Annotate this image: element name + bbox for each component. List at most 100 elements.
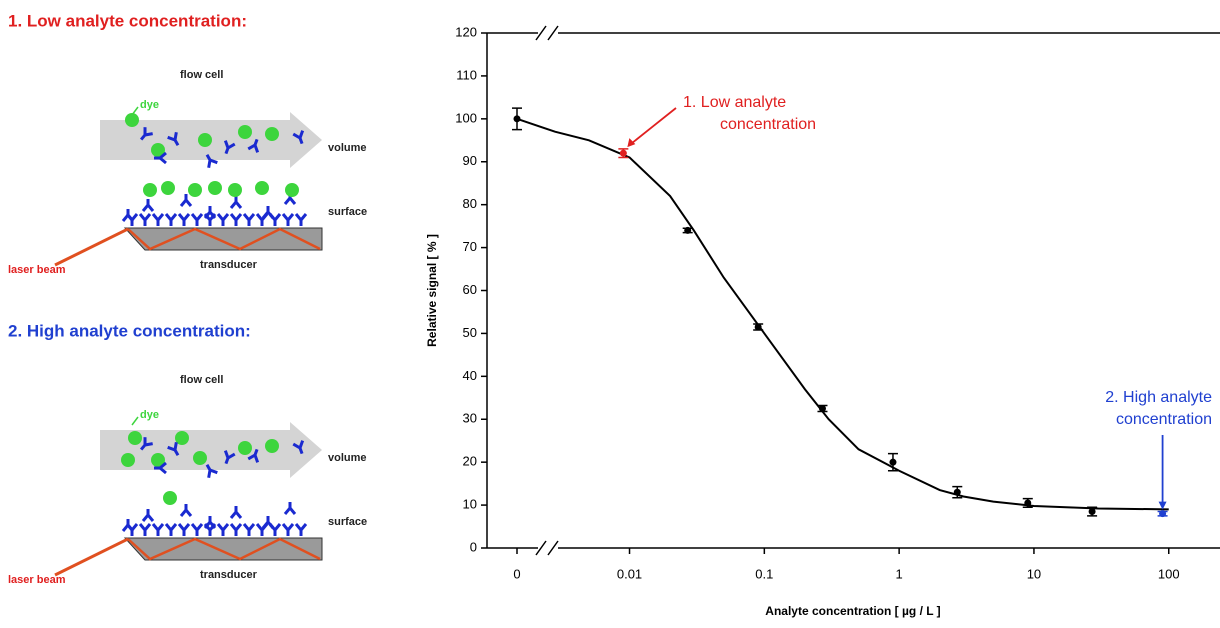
antibody: [229, 523, 243, 536]
antibody-shape: [139, 127, 153, 141]
dye: [265, 439, 279, 453]
antibody: [203, 206, 217, 219]
fit-curve: [516, 117, 1169, 511]
antibody-shape: [154, 461, 167, 475]
antibody: [216, 523, 230, 536]
dye: [161, 181, 175, 195]
antibody-shape: [205, 154, 218, 168]
dye: [151, 453, 165, 467]
y-tick-label: 10: [463, 497, 477, 512]
antibody: [294, 213, 308, 226]
antibody: [242, 213, 256, 226]
antibody-shape: [179, 504, 193, 517]
antibody-shape: [247, 448, 260, 463]
antibody: [242, 523, 256, 536]
antibody: [283, 502, 297, 515]
x-tick-label: 100: [1158, 566, 1180, 581]
x-tick-label: 10: [1027, 566, 1041, 581]
antibody: [294, 523, 308, 536]
data-point: [953, 488, 961, 496]
laser-line: [54, 227, 129, 267]
antibody: [229, 213, 243, 226]
antibody: [141, 509, 155, 522]
antibody-shape: [294, 213, 308, 226]
antibody-shape: [216, 213, 230, 226]
flow-cell-label: flow cell: [180, 374, 223, 386]
antibody-shape: [247, 138, 260, 153]
y-tick-label: 90: [463, 153, 477, 168]
antibody: [164, 523, 178, 536]
y-tick-label: 60: [463, 282, 477, 297]
y-tick-label: 30: [463, 411, 477, 426]
annotation: concentration: [1116, 411, 1212, 428]
antibody: [138, 523, 152, 536]
y-tick-label: 20: [463, 454, 477, 469]
antibody-shape: [261, 516, 275, 529]
beam-zigzag: [127, 227, 321, 251]
antibody-shape: [281, 213, 295, 226]
dye: [198, 133, 212, 147]
antibody-shape: [229, 523, 243, 536]
panel-heading: 2. High analyte concentration:: [8, 321, 251, 340]
y-tick-label: 70: [463, 239, 477, 254]
antibody-shape: [223, 140, 236, 155]
laser-label: laser beam: [8, 264, 66, 276]
antibody-shape: [294, 523, 308, 536]
antibody-shape: [138, 523, 152, 536]
antibody: [138, 213, 152, 226]
dye: [121, 453, 135, 467]
y-axis-title: Relative signal [ % ]: [425, 234, 439, 347]
dye: [285, 183, 299, 197]
antibody: [281, 213, 295, 226]
antibody-shape: [229, 213, 243, 226]
antibody: [177, 213, 191, 226]
antibody-shape: [223, 450, 236, 465]
y-tick-label: 120: [455, 24, 477, 39]
antibody: [216, 213, 230, 226]
antibody-shape: [179, 194, 193, 207]
dye-pointer: [131, 106, 139, 116]
antibody-shape: [139, 437, 153, 451]
data-point: [754, 323, 762, 331]
antibody: [179, 194, 193, 207]
data-point: [889, 458, 897, 466]
antibody: [151, 213, 165, 226]
antibody-shape: [141, 199, 155, 212]
antibody-shape: [216, 523, 230, 536]
antibody-shape: [177, 523, 191, 536]
antibody-shape: [121, 519, 135, 532]
antibody-shape: [283, 502, 297, 515]
data-point: [1024, 499, 1032, 507]
antibody: [154, 151, 167, 165]
antibody: [121, 209, 135, 222]
dye: [208, 181, 222, 195]
x-tick-label: 1: [896, 566, 903, 581]
data-point: [818, 405, 826, 413]
antibody: [229, 196, 243, 209]
antibody: [167, 442, 180, 456]
annotation: concentration: [720, 116, 816, 133]
x-axis-title: Analyte concentration [ µg / L ]: [765, 604, 940, 618]
dye: [128, 431, 142, 445]
surface-label: surface: [328, 206, 367, 218]
dye: [143, 183, 157, 197]
antibody: [261, 206, 275, 219]
surface-label: surface: [328, 516, 367, 528]
antibody-shape: [141, 509, 155, 522]
antibody: [247, 138, 260, 153]
axis-break: [535, 25, 559, 41]
antibody: [190, 523, 204, 536]
laser-label: laser beam: [8, 574, 66, 586]
antibody: [261, 516, 275, 529]
antibody-shape: [151, 213, 165, 226]
antibody-shape: [203, 516, 217, 529]
antibody-shape: [203, 206, 217, 219]
antibody-shape: [229, 196, 243, 209]
y-tick-label: 110: [456, 67, 477, 82]
antibody-shape: [167, 442, 180, 456]
dye: [238, 125, 252, 139]
axis-break: [535, 540, 559, 556]
antibody: [121, 519, 135, 532]
antibody: [223, 140, 236, 155]
x-tick-label: 0: [513, 566, 520, 581]
